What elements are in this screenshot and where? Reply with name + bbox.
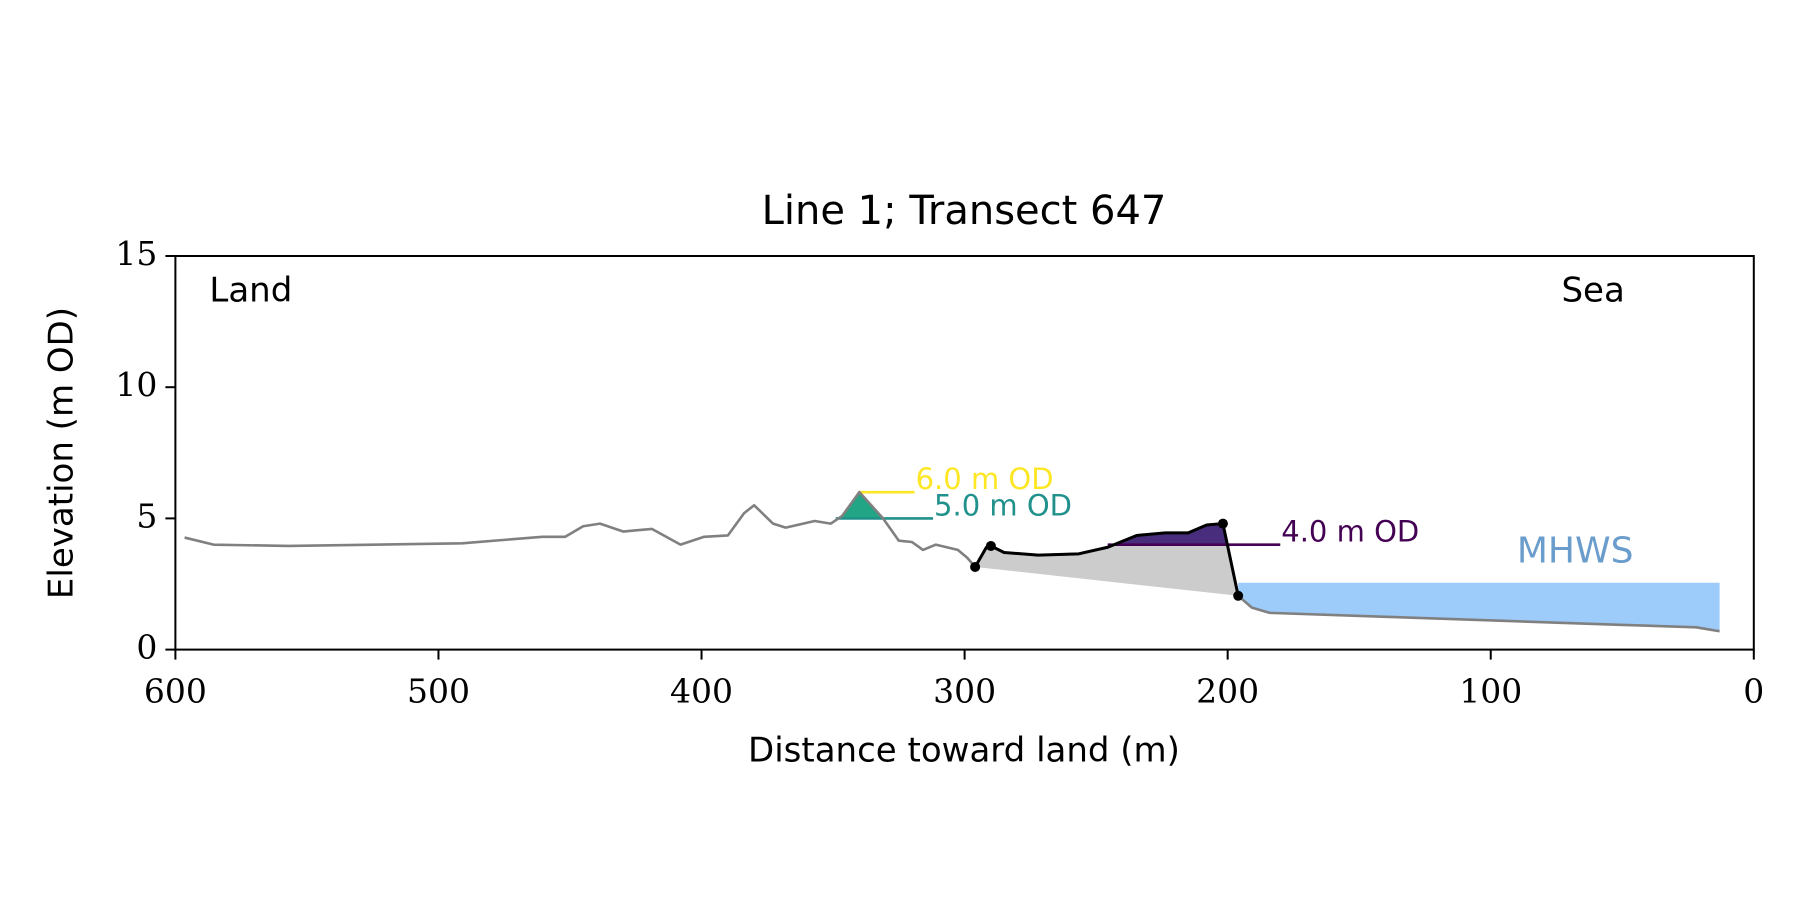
- level-label: 5.0 m OD: [934, 488, 1072, 522]
- point: [1233, 590, 1244, 601]
- sea-label: Sea: [1561, 271, 1624, 311]
- y-tick-label: 15: [115, 234, 157, 273]
- x-tick-label: 600: [144, 672, 207, 711]
- x-tick-label: 100: [1459, 672, 1522, 711]
- mhws-area: [1238, 582, 1720, 632]
- plot-area: [184, 490, 1720, 633]
- x-axis-label: Distance toward land (m): [748, 731, 1180, 771]
- level-label: 6.0 m OD: [916, 462, 1054, 496]
- x-tick-label: 400: [670, 672, 733, 711]
- land-label: Land: [209, 271, 292, 311]
- mhws-label: MHWS: [1517, 531, 1634, 572]
- x-tick-label: 0: [1743, 672, 1764, 711]
- y-tick-label: 0: [136, 628, 157, 667]
- y-tick-label: 5: [136, 496, 157, 535]
- y-axis-label: Elevation (m OD): [42, 307, 82, 599]
- point: [1217, 518, 1228, 529]
- y-tick-label: 10: [115, 365, 157, 404]
- point: [985, 540, 996, 551]
- x-tick-label: 200: [1196, 672, 1259, 711]
- point: [970, 561, 981, 572]
- level-area: [838, 492, 884, 519]
- x-tick-label: 500: [407, 672, 470, 711]
- x-tick-label: 300: [933, 672, 996, 711]
- level-label: 4.0 m OD: [1281, 515, 1419, 549]
- chart-title: Line 1; Transect 647: [762, 188, 1167, 234]
